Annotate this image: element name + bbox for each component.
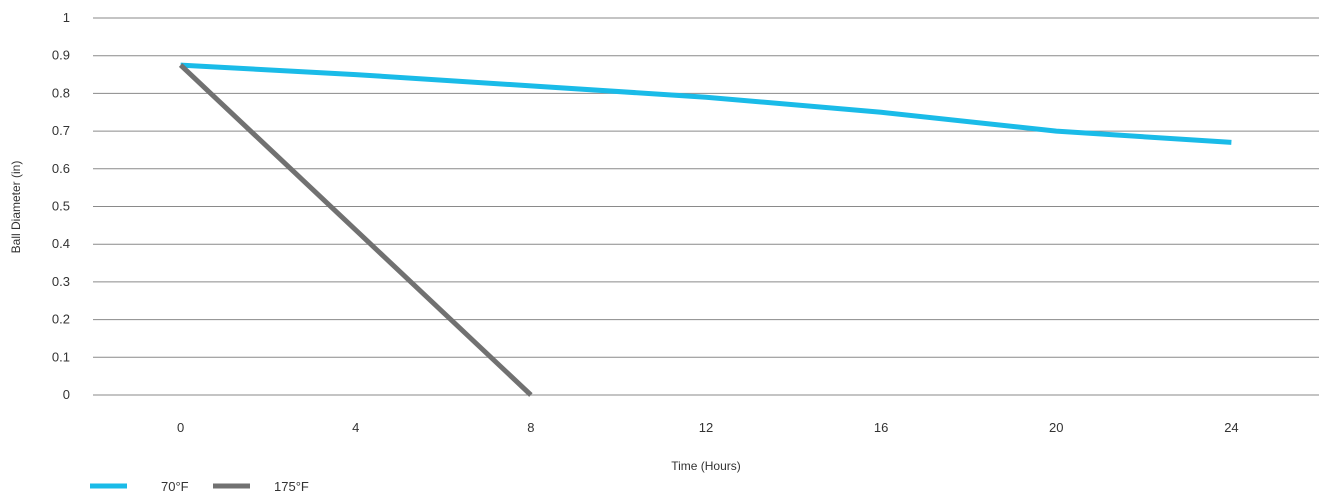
y-tick-label: 0.7 [52,123,70,138]
legend-label: 70°F [161,479,189,494]
y-axis-ticks: 0 0.1 0.2 0.3 0.4 0.5 0.6 0.7 0.8 0.9 1 [52,10,70,402]
x-tick-label: 16 [874,420,888,435]
series-line-1 [178,63,533,397]
y-tick-label: 0.2 [52,312,70,327]
y-axis-title: Ball Diameter (in) [9,161,23,254]
y-tick-label: 0.6 [52,161,70,176]
legend: 70°F 175°F [90,479,309,494]
gridlines [93,17,1319,396]
y-tick-label: 0.9 [52,48,70,63]
y-tick-label: 0.3 [52,274,70,289]
legend-label: 175°F [274,479,309,494]
y-tick-label: 0.4 [52,236,70,251]
y-tick-label: 0.8 [52,85,70,100]
x-axis-title: Time (Hours) [671,459,741,473]
y-tick-label: 0.5 [52,199,70,214]
series-line-0 [180,62,1232,145]
y-tick-label: 0 [63,387,70,402]
x-axis-ticks: 0 4 8 12 16 20 24 [177,420,1239,435]
x-tick-label: 20 [1049,420,1063,435]
y-tick-label: 0.1 [52,349,70,364]
x-tick-label: 8 [527,420,534,435]
x-tick-label: 4 [352,420,359,435]
x-tick-label: 24 [1224,420,1238,435]
x-tick-label: 0 [177,420,184,435]
y-tick-label: 1 [63,10,70,25]
series-lines [178,62,1232,397]
x-tick-label: 12 [699,420,713,435]
